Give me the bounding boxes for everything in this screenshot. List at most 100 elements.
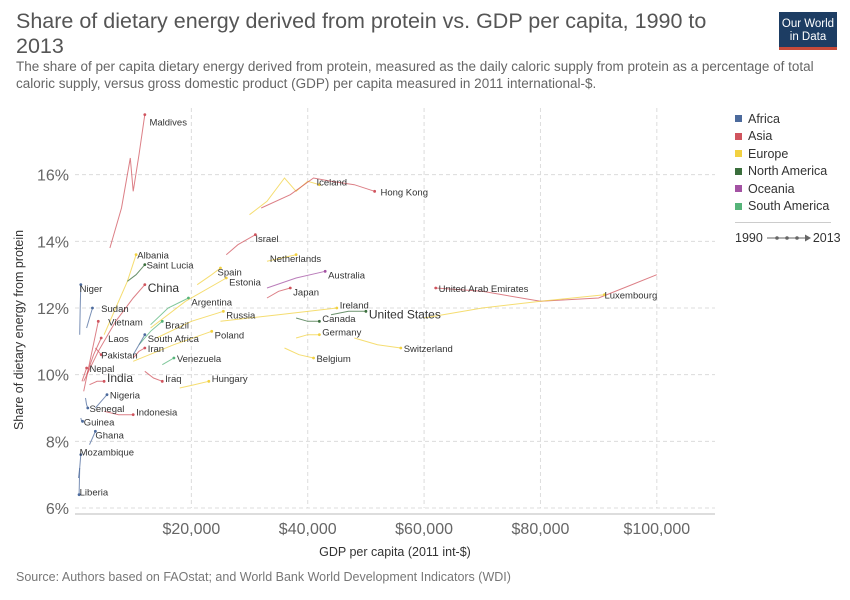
trajectory-united-states[interactable] — [330, 310, 366, 316]
point-mozambique[interactable] — [79, 453, 83, 457]
trajectory-poland[interactable] — [133, 330, 212, 362]
point-belgium[interactable] — [312, 356, 315, 360]
point-united-states[interactable] — [364, 309, 368, 313]
trajectory-liberia[interactable] — [78, 467, 81, 495]
point-vietnam[interactable] — [96, 319, 100, 323]
trajectory-luxembourg[interactable] — [424, 294, 605, 319]
trajectory-venezuela[interactable] — [162, 357, 175, 366]
legend-swatch — [735, 202, 742, 210]
legend-item-south-america[interactable]: South America — [735, 198, 845, 216]
country-label-ireland: Ireland — [340, 301, 369, 312]
timeline-arrow-icon — [766, 234, 811, 242]
point-japan[interactable] — [288, 286, 292, 290]
legend-item-africa[interactable]: Africa — [735, 110, 845, 128]
country-label-indonesia: Indonesia — [136, 407, 178, 418]
trajectory-japan[interactable] — [266, 287, 291, 299]
trajectory-estonia[interactable] — [150, 277, 227, 329]
point-poland[interactable] — [210, 329, 214, 333]
point-nepal[interactable] — [85, 366, 89, 370]
trajectory-maldives[interactable] — [109, 114, 146, 249]
point-albania[interactable] — [134, 253, 138, 257]
trajectory-argentina[interactable] — [150, 297, 189, 326]
point-iceland[interactable] — [317, 183, 321, 187]
point-south-africa[interactable] — [143, 333, 147, 337]
point-sudan[interactable] — [91, 306, 94, 310]
trajectory-nigeria[interactable] — [95, 394, 108, 409]
point-israel[interactable] — [253, 233, 257, 237]
trajectory-niger[interactable] — [79, 284, 82, 335]
timeline-legend[interactable]: 1990 2013 — [735, 231, 845, 245]
point-estonia[interactable] — [224, 276, 228, 280]
x-tick-label: $40,000 — [279, 521, 337, 538]
trajectory-sudan[interactable] — [86, 307, 93, 329]
point-netherlands[interactable] — [294, 253, 298, 257]
trajectory-indonesia[interactable] — [103, 410, 134, 416]
trajectory-brazil[interactable] — [138, 320, 163, 346]
point-iran[interactable] — [143, 346, 147, 350]
point-russia[interactable] — [221, 309, 225, 313]
point-maldives[interactable] — [143, 113, 147, 117]
legend-item-oceania[interactable]: Oceania — [735, 180, 845, 198]
point-brazil[interactable] — [160, 319, 164, 323]
point-luxembourg[interactable] — [603, 293, 606, 297]
point-ghana[interactable] — [93, 429, 97, 433]
legend-item-north-america[interactable]: North America — [735, 163, 845, 181]
trajectory-canada[interactable] — [295, 317, 320, 322]
trajectory-china[interactable] — [83, 284, 146, 382]
point-nigeria[interactable] — [105, 393, 109, 397]
trajectory-albania[interactable] — [103, 254, 137, 335]
point-ireland[interactable] — [335, 306, 339, 310]
trajectory-switzerland[interactable] — [354, 337, 401, 349]
point-hungary[interactable] — [207, 379, 211, 383]
legend-item-europe[interactable]: Europe — [735, 145, 845, 163]
point-switzerland[interactable] — [399, 346, 403, 350]
point-hong-kong[interactable] — [373, 189, 377, 193]
trajectory-israel[interactable] — [225, 234, 256, 256]
trajectory-netherlands[interactable] — [266, 254, 297, 262]
point-saint-lucia[interactable] — [143, 263, 147, 267]
point-guinea[interactable] — [81, 419, 84, 423]
point-india[interactable] — [102, 379, 106, 383]
trajectory-germany[interactable] — [295, 334, 320, 339]
point-australia[interactable] — [323, 269, 327, 273]
point-germany[interactable] — [317, 333, 321, 337]
trajectory-hong-kong[interactable] — [260, 177, 375, 209]
trajectory-india[interactable] — [89, 380, 105, 386]
trajectory-senegal[interactable] — [85, 397, 89, 409]
country-label-hungary: Hungary — [212, 374, 248, 385]
trajectory-spain[interactable] — [196, 267, 221, 286]
trajectory-ireland[interactable] — [220, 307, 337, 322]
trajectory-australia[interactable] — [266, 270, 326, 289]
trajectory-pakistan[interactable] — [95, 347, 102, 356]
point-niger[interactable] — [79, 283, 83, 287]
point-canada[interactable] — [317, 319, 321, 323]
country-label-guinea: Guinea — [84, 417, 115, 428]
trajectory-russia[interactable] — [156, 310, 224, 339]
point-indonesia[interactable] — [131, 413, 135, 417]
trajectory-belgium[interactable] — [284, 347, 314, 359]
point-liberia[interactable] — [77, 493, 81, 497]
trajectory-iceland[interactable] — [249, 177, 320, 216]
point-pakistan[interactable] — [99, 353, 103, 357]
point-laos[interactable] — [99, 336, 103, 340]
trajectory-ghana[interactable] — [89, 431, 96, 445]
point-senegal[interactable] — [86, 406, 90, 410]
owid-logo[interactable]: Our World in Data — [779, 12, 837, 50]
point-china[interactable] — [143, 283, 147, 287]
trajectory-vietnam[interactable] — [83, 321, 99, 392]
point-argentina[interactable] — [187, 296, 190, 300]
trajectory-hungary[interactable] — [179, 380, 209, 389]
point-iraq[interactable] — [160, 379, 164, 383]
point-spain[interactable] — [219, 266, 222, 270]
trajectory-saint-lucia[interactable] — [127, 264, 146, 282]
point-venezuela[interactable] — [172, 356, 176, 360]
trajectory-iraq[interactable] — [144, 370, 163, 382]
trajectory-south-africa[interactable] — [132, 334, 146, 355]
legend-item-asia[interactable]: Asia — [735, 128, 845, 146]
trajectory-nepal[interactable] — [81, 367, 88, 382]
y-tick-label: 10% — [37, 368, 69, 385]
trajectory-laos[interactable] — [86, 337, 102, 375]
trajectory-iran[interactable] — [132, 347, 146, 359]
country-label-iraq: Iraq — [165, 374, 181, 385]
point-united-arab-emirates[interactable] — [434, 286, 438, 290]
